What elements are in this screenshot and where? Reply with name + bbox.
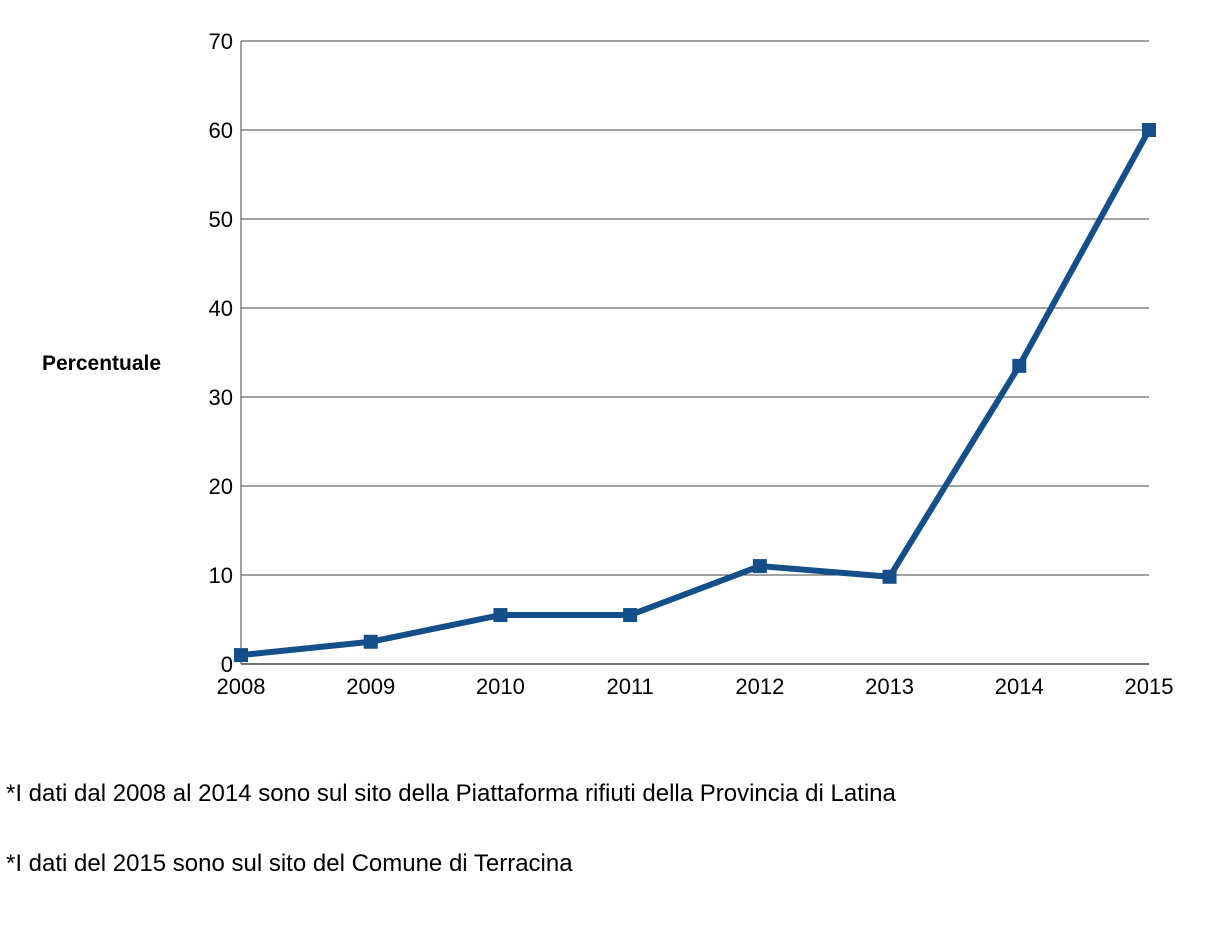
y-axis-ticks: 0 10 20 30 40 50 60 70 bbox=[209, 29, 233, 677]
data-point-marker bbox=[752, 559, 767, 574]
source-note-2: *I dati del 2015 sono sul sito del Comun… bbox=[6, 850, 573, 877]
gridlines bbox=[240, 40, 1149, 665]
x-tick-label: 2014 bbox=[995, 674, 1044, 699]
data-point-marker bbox=[363, 634, 378, 649]
y-tick-label: 0 bbox=[221, 652, 233, 677]
x-tick-label: 2010 bbox=[476, 674, 525, 699]
y-tick-label: 40 bbox=[209, 296, 233, 321]
series-line bbox=[240, 128, 1152, 659]
x-tick-label: 2008 bbox=[217, 674, 266, 699]
data-point-marker bbox=[1142, 123, 1156, 137]
data-point-marker bbox=[493, 608, 508, 623]
y-tick-label: 60 bbox=[209, 118, 233, 143]
y-tick-label: 20 bbox=[209, 474, 233, 499]
data-point-marker bbox=[882, 569, 897, 584]
source-note-1: *I dati dal 2008 al 2014 sono sul sito d… bbox=[6, 780, 896, 807]
x-tick-label: 2015 bbox=[1125, 674, 1174, 699]
data-point-marker bbox=[623, 608, 638, 623]
x-tick-label: 2013 bbox=[865, 674, 914, 699]
y-tick-label: 70 bbox=[209, 29, 233, 54]
series-group bbox=[234, 123, 1156, 663]
x-tick-label: 2012 bbox=[735, 674, 784, 699]
y-tick-label: 30 bbox=[209, 385, 233, 410]
y-axis-label: Percentuale bbox=[42, 352, 161, 375]
y-tick-label: 50 bbox=[209, 207, 233, 232]
y-tick-label: 10 bbox=[209, 563, 233, 588]
x-tick-label: 2009 bbox=[346, 674, 395, 699]
data-point-marker bbox=[1012, 358, 1027, 373]
x-tick-label: 2011 bbox=[606, 674, 653, 699]
data-point-marker bbox=[234, 648, 248, 663]
line-chart: 0 10 20 30 40 50 60 70 2008 2009 2010 2011 2012 2013… bbox=[42, 29, 1174, 699]
x-axis-ticks: 2008 2009 2010 2011 2012 2013 2014 2015 bbox=[217, 674, 1174, 699]
